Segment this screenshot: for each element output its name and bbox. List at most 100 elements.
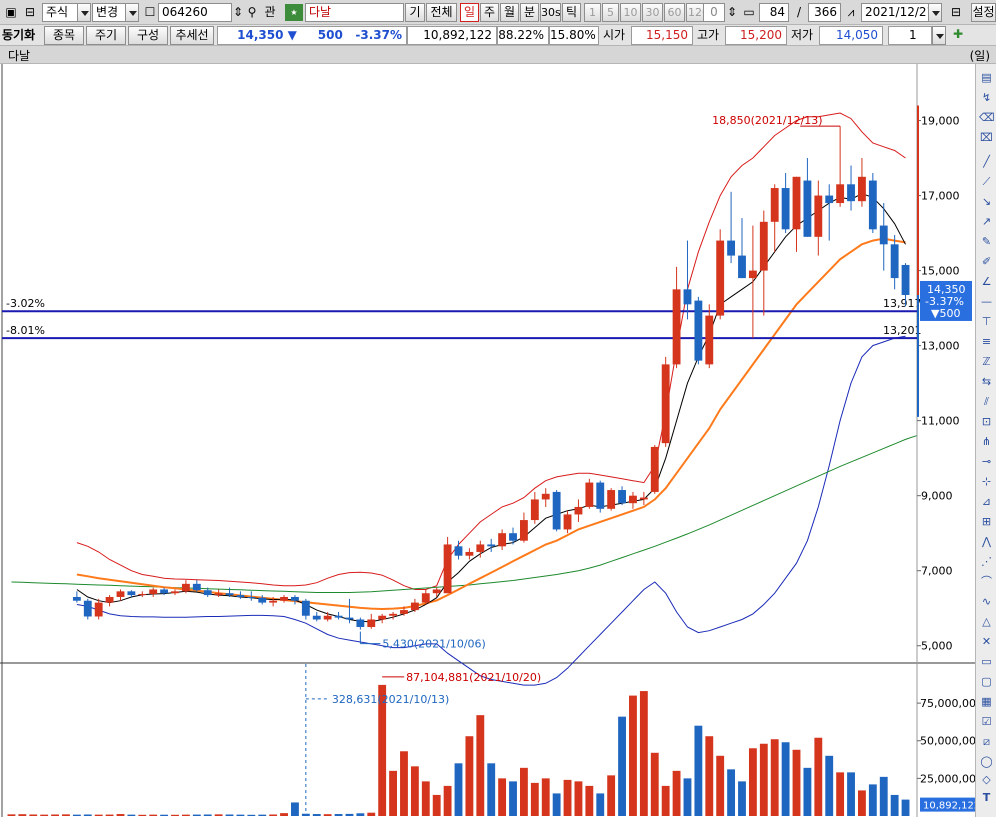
volume-bar[interactable] [116,814,125,816]
cross-tool-icon[interactable]: ✕ [981,635,992,648]
tick-60-button[interactable]: 60 [664,3,685,22]
volume-bar[interactable] [127,814,136,816]
zoom-icon[interactable]: ⩘ [847,5,855,19]
candle-body[interactable] [432,589,441,594]
stock-code-input[interactable]: 064260 [158,3,232,22]
volume-bar[interactable] [487,763,496,816]
volume-bar[interactable] [858,790,866,816]
count-select[interactable]: 1 [888,26,932,45]
volume-bar[interactable] [72,814,81,816]
candle-body[interactable] [149,589,158,594]
trash-tool-icon[interactable]: ⌫ [979,111,995,124]
volume-bar[interactable] [519,767,528,816]
volume-bar[interactable] [192,814,201,816]
candle-body[interactable] [476,544,485,552]
volume-bar[interactable] [607,775,616,816]
fib-tool-icon[interactable]: ≡ [981,335,992,348]
volume-bar[interactable] [465,736,474,816]
volume-bar[interactable] [225,814,234,816]
market-type-select[interactable]: 주식 [42,3,78,22]
volume-bar[interactable] [247,814,256,816]
fib-arc-tool-icon[interactable]: ⌒ [981,575,992,588]
candle-body[interactable] [323,615,332,620]
volume-bar[interactable] [432,794,441,816]
angle-tool-icon[interactable]: ∠ [981,275,992,288]
candle-body[interactable] [72,596,81,601]
volume-bar[interactable] [618,716,626,816]
volume-bar[interactable] [410,766,419,816]
volume-bar[interactable] [596,793,605,816]
volume-bar[interactable] [345,813,354,816]
candle-body[interactable] [716,240,725,316]
volume-bar[interactable] [421,781,430,816]
change-select[interactable]: 변경 [92,3,128,22]
volume-bar[interactable] [694,725,703,816]
volume-bar[interactable] [901,799,910,816]
volume-bar[interactable] [160,814,169,816]
pencil-tool-icon[interactable]: ✎ [981,235,992,248]
layout-button[interactable]: 구성 [128,26,168,45]
volume-bar[interactable] [280,813,288,816]
candle-body[interactable] [258,597,267,603]
volume-bar[interactable] [389,770,398,816]
candle-body[interactable] [454,546,463,556]
volume-bar[interactable] [334,814,343,816]
text-tool-icon[interactable]: T [982,791,991,804]
candle-body[interactable] [574,506,583,515]
period-day-button[interactable]: 일 [460,3,479,22]
candle-body[interactable] [280,596,288,601]
candle-body[interactable] [410,602,419,611]
magnet-tool-icon[interactable]: ↯ [981,91,992,104]
volume-bar[interactable] [770,739,779,816]
period-button[interactable]: 주기 [86,26,126,45]
cursor-tool-icon[interactable]: ▤ [981,71,992,84]
ellipse-tool-icon[interactable]: ◯ [980,755,993,768]
gann-tool-icon[interactable]: ⊹ [981,475,992,488]
candle-body[interactable] [738,255,746,279]
candle-body[interactable] [618,490,626,504]
date-dropdown[interactable] [928,3,942,22]
candle-body[interactable] [203,590,212,596]
volume-bar[interactable] [683,778,692,816]
measure-tool-icon[interactable]: ⊡ [981,415,992,428]
volume-bar[interactable] [563,779,572,816]
eraser-tool-icon[interactable]: ⌧ [980,131,993,144]
candle-body[interactable] [116,591,125,597]
ray-tool-icon[interactable]: ⟋ [982,175,991,188]
candle-body[interactable] [160,589,169,594]
next-icon[interactable]: ▭ [743,5,755,19]
candle-body[interactable] [683,289,692,305]
volume-bar[interactable] [868,784,877,816]
save-layout-icon[interactable]: ⊟ [24,5,36,19]
speed-tool-icon[interactable]: ⊿ [981,495,992,508]
candle-body[interactable] [247,596,256,598]
volume-bar[interactable] [672,770,681,816]
volume-bar[interactable] [476,715,485,816]
volume-bar[interactable] [83,814,92,816]
andrews-tool-icon[interactable]: ⊸ [981,455,992,468]
candle-body[interactable] [301,600,310,616]
volume-bar[interactable] [105,814,114,816]
candle-body[interactable] [312,615,321,620]
candle-body[interactable] [519,520,528,541]
arrow-line-tool-icon[interactable]: ↘ [981,195,992,208]
candle-body[interactable] [868,180,877,230]
pen-tool-icon[interactable]: ✐ [981,255,992,268]
candle-body[interactable] [650,446,659,492]
candle-body[interactable] [138,593,147,596]
candle-body[interactable] [629,495,637,504]
candle-body[interactable] [487,544,496,547]
candle-body[interactable] [727,240,736,256]
volume-bar[interactable] [629,695,637,816]
candle-body[interactable] [585,482,594,507]
tick-10-button[interactable]: 10 [620,3,641,22]
volume-bar[interactable] [138,814,147,816]
zigzag-tool-icon[interactable]: ℤ [982,355,991,368]
volume-bar[interactable] [509,781,517,816]
volume-bar[interactable] [323,814,332,816]
view-count-input[interactable]: 84 [759,3,789,22]
volume-bar[interactable] [498,778,507,816]
volume-bar[interactable] [650,752,659,816]
line-tool-icon[interactable]: ╱ [983,155,990,168]
volume-bar[interactable] [378,684,387,816]
